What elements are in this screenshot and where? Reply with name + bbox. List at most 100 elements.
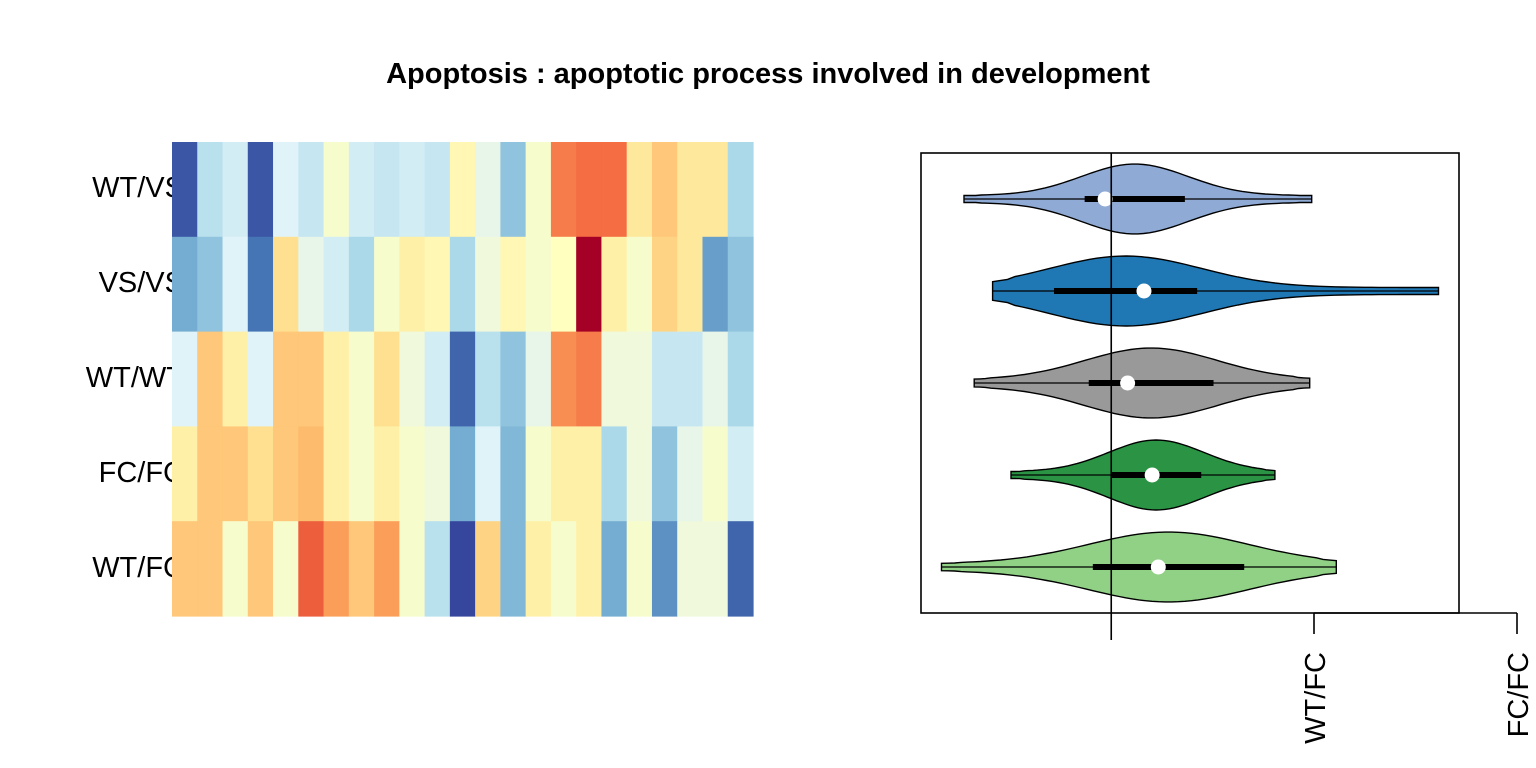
heatmap-row-label: WT/WT — [85, 362, 184, 394]
violin-median-point — [1097, 191, 1113, 207]
heatmap-cell — [677, 426, 704, 522]
heatmap-cell — [677, 236, 704, 333]
violin-median-point — [1136, 283, 1152, 299]
heatmap-cell — [525, 426, 552, 522]
violin-plot-frame — [920, 152, 1460, 614]
heatmap-cell — [424, 521, 451, 617]
heatmap-cell — [374, 521, 400, 617]
heatmap-cell — [601, 426, 628, 522]
heatmap-cell — [449, 142, 476, 238]
heatmap-cell — [500, 521, 527, 617]
violin-median-point — [1144, 467, 1160, 483]
heatmap-cell — [247, 426, 274, 522]
heatmap-cell — [677, 142, 704, 238]
heatmap-cell — [702, 426, 729, 522]
heatmap-cell — [172, 331, 198, 427]
heatmap-cell — [550, 426, 577, 522]
heatmap-cell — [298, 426, 325, 522]
heatmap-cell — [348, 331, 375, 427]
heatmap-cell — [449, 236, 476, 333]
heatmap-cell — [374, 142, 400, 238]
heatmap-cell — [702, 521, 729, 617]
heatmap-cell — [651, 331, 678, 427]
heatmap-cell — [550, 331, 577, 427]
heatmap-cell — [222, 521, 249, 617]
violin-median-point — [1150, 559, 1166, 575]
heatmap-cell — [500, 142, 527, 238]
heatmap-cell — [601, 142, 628, 238]
heatmap-cell — [298, 142, 325, 238]
heatmap-cell — [399, 426, 426, 522]
heatmap-cell — [550, 236, 577, 333]
heatmap-cell — [197, 142, 224, 238]
heatmap-cell — [500, 236, 527, 333]
heatmap-cell — [298, 331, 325, 427]
heatmap-cell — [197, 331, 224, 427]
heatmap-cell — [172, 236, 198, 333]
heatmap-cell — [475, 236, 501, 333]
heatmap-cell — [222, 236, 249, 333]
heatmap-cell — [273, 521, 299, 617]
heatmap-cell — [727, 521, 754, 617]
heatmap-cell — [651, 236, 678, 333]
heatmap-row-label: WT/FC — [92, 551, 184, 584]
heatmap-cell — [323, 331, 350, 427]
heatmap-cell — [727, 331, 754, 427]
heatmap-cell — [197, 521, 224, 617]
heatmap-cell — [677, 331, 704, 427]
heatmap-cell — [576, 521, 603, 617]
heatmap-cell — [399, 331, 426, 427]
heatmap-cell — [399, 236, 426, 333]
heatmap-cell — [197, 236, 224, 333]
heatmap-cell — [399, 142, 426, 238]
heatmap-cell — [727, 426, 754, 522]
heatmap-cell — [222, 142, 249, 238]
heatmap-cell — [601, 521, 628, 617]
heatmap-cell — [550, 142, 577, 238]
heatmap-cell — [576, 236, 603, 333]
heatmap-cell — [525, 236, 552, 333]
violin-median-point — [1120, 375, 1136, 391]
heatmap-cell — [626, 426, 653, 522]
heatmap-cell — [247, 142, 274, 238]
heatmap-cell — [677, 521, 704, 617]
heatmap-cell — [399, 521, 426, 617]
heatmap-cell — [298, 236, 325, 333]
heatmap-row-label: WT/VS — [92, 172, 184, 205]
heatmap-cell — [323, 426, 350, 522]
heatmap-cell — [525, 521, 552, 617]
heatmap-cell — [172, 426, 198, 522]
heatmap-cell — [500, 331, 527, 427]
heatmap-cell — [323, 142, 350, 238]
heatmap-cell — [601, 236, 628, 333]
violin-plot: WT/FC FC/FC — [920, 152, 1535, 744]
heatmap-cell — [576, 331, 603, 427]
heatmap-cell — [651, 426, 678, 522]
heatmap-cell — [651, 142, 678, 238]
heatmap-cell — [500, 426, 527, 522]
heatmap-cell — [626, 236, 653, 333]
heatmap-cell — [475, 142, 501, 238]
heatmap-cell — [525, 331, 552, 427]
heatmap-cell — [348, 236, 375, 333]
heatmap-cell — [576, 142, 603, 238]
heatmap-cell — [727, 142, 754, 238]
heatmap-cell — [626, 331, 653, 427]
heatmap-cell — [702, 142, 729, 238]
heatmap-cell — [247, 331, 274, 427]
heatmap-cell — [475, 331, 501, 427]
heatmap-cell — [449, 521, 476, 617]
heatmap-cell — [348, 142, 375, 238]
heatmap-cell — [374, 236, 400, 333]
heatmap-cell — [525, 142, 552, 238]
heatmap-cell — [323, 236, 350, 333]
heatmap-cell — [550, 521, 577, 617]
heatmap-cell — [273, 142, 299, 238]
chart-title: Apoptosis : apoptotic process involved i… — [386, 58, 1150, 90]
heatmap-row-label: FC/FC — [98, 456, 184, 489]
heatmap-cell — [172, 521, 198, 617]
heatmap-cell — [323, 521, 350, 617]
heatmap-cell — [348, 521, 375, 617]
heatmap-cell — [247, 521, 274, 617]
